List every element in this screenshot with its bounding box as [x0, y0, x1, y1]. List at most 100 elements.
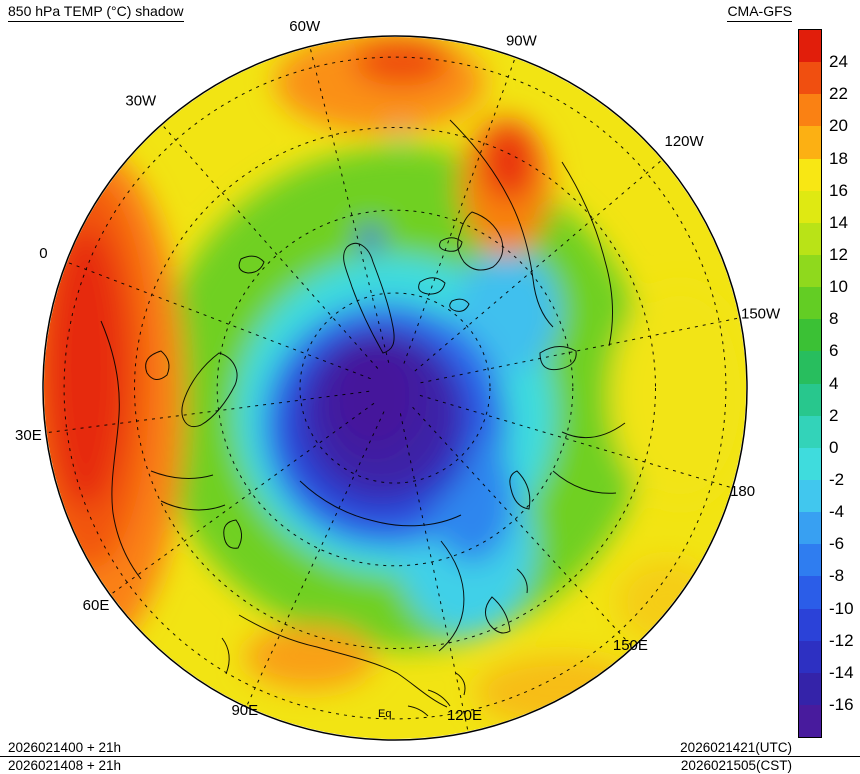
footer-separator	[0, 756, 860, 757]
coast-greenland	[343, 242, 395, 354]
colorbar-segment	[799, 608, 821, 641]
longitude-label: 180	[730, 483, 755, 500]
longitude-label: 60E	[83, 597, 110, 614]
colorbar-segment	[799, 190, 821, 223]
meridian-line	[420, 317, 739, 384]
meridian-line	[403, 58, 516, 364]
equator-label: Eq	[378, 708, 391, 720]
longitude-label: 60W	[289, 18, 321, 35]
colorbar-segment	[799, 30, 821, 63]
coast-archipelago	[418, 237, 470, 312]
longitude-label: 120E	[447, 707, 482, 724]
colorbar-tick-label: 16	[829, 180, 848, 200]
coast-south-asia	[238, 614, 448, 708]
meridian-line	[246, 411, 385, 706]
field-warm-south-3	[617, 560, 717, 644]
colorbar-segment	[799, 479, 821, 513]
colorbar-tick-label: -16	[829, 694, 854, 714]
coast-bering	[552, 422, 626, 494]
colorbar-segment	[799, 415, 821, 448]
colorbar-tick-label: 10	[829, 277, 848, 297]
colorbar-tick-label: -14	[829, 662, 854, 682]
colorbar-tick-label: 22	[829, 84, 848, 104]
longitude-label: 150W	[741, 306, 781, 323]
meridian-line	[309, 48, 390, 363]
meridian-line	[47, 390, 370, 433]
colorbar-tick-label: 20	[829, 116, 848, 136]
coast-britain	[145, 350, 170, 380]
field-warm-ne-red	[483, 124, 535, 200]
colorbar-segment	[799, 672, 821, 705]
colorbar-segment	[799, 544, 821, 577]
colorbar-segment	[799, 62, 821, 95]
footer-init-time-utc: 2026021400 + 21h	[8, 740, 121, 755]
colorbar-tick-label: 12	[829, 245, 848, 264]
coast-caspian	[223, 519, 242, 549]
colorbar-tick-label: 4	[829, 373, 839, 393]
field-cyan-tongue-ne	[456, 250, 560, 374]
coast-iceland	[238, 255, 265, 274]
meridian-line	[399, 413, 469, 731]
meridian-line	[419, 394, 731, 488]
longitude-label: 30W	[125, 93, 157, 110]
meridian-line	[162, 125, 379, 369]
coast-na-east	[449, 119, 554, 328]
colorbar-segment	[799, 158, 821, 191]
colorbar-segment	[799, 319, 821, 352]
colorbar-segment	[799, 640, 821, 673]
colorbar-tick-label: 24	[829, 52, 848, 72]
colorbar-tick-label: 18	[829, 148, 848, 168]
longitude-label: 90W	[506, 33, 538, 50]
colorbar-tick-label: -10	[829, 598, 854, 618]
coast-hudson	[457, 211, 504, 271]
colorbar-tick-label: -4	[829, 502, 845, 521]
footer-row-2: 2026021408 + 21h 2026021505(CST)	[0, 758, 860, 773]
model-label: CMA-GFS	[727, 3, 792, 22]
longitude-label: 30E	[15, 427, 42, 444]
field-warm-west-red	[46, 228, 126, 508]
coast-na-west	[561, 161, 613, 347]
footer-valid-time-cst: 2026021505(CST)	[680, 758, 792, 773]
longitude-label: 150E	[613, 637, 648, 654]
plot-title: 850 hPa TEMP (°C) shadow	[8, 3, 184, 22]
footer-row-1: 2026021400 + 21h 2026021421(UTC)	[0, 740, 860, 755]
field-yellow-intrusion	[610, 285, 746, 505]
coast-alaska	[539, 346, 577, 371]
colorbar-tick-label: 8	[829, 309, 839, 329]
coast-africa-west	[100, 320, 142, 580]
colorbar-segment	[799, 447, 821, 480]
meridian-line	[68, 262, 371, 380]
coast-sea-islands	[407, 672, 466, 717]
colorbar-segment	[799, 351, 821, 384]
field-warm-south-2	[475, 656, 645, 728]
coast-japan	[485, 568, 528, 634]
longitude-labels: 0 30W 60W 90W 120W 150W 180 150E 120E 90E 60E 30E	[15, 18, 781, 724]
colorbar-tick-label: 6	[829, 341, 839, 361]
coast-mediterranean	[150, 470, 226, 511]
latitude-ring	[134, 127, 656, 649]
field-coldest-core	[329, 340, 419, 452]
colorbar-segment	[799, 512, 821, 545]
colorbar-segment	[799, 383, 821, 416]
footer-valid-time-utc: 2026021421(UTC)	[680, 740, 792, 755]
colorbar: 24 22 20 18 16 14 12 10 8 6 4 2 0 -2 -4 -6 -8 -10 -12 -14 -1…	[798, 29, 860, 738]
field-warm-south-1	[245, 625, 375, 689]
coastlines	[100, 119, 626, 717]
colorbar-tick-label: 2	[829, 405, 839, 425]
meridian-line	[414, 160, 662, 372]
field-cold-spot-1	[357, 225, 383, 251]
colorbar-tick-label: -2	[829, 469, 845, 489]
colorbar-bar	[798, 29, 822, 738]
colorbar-segment	[799, 222, 821, 255]
longitude-label: 120W	[665, 133, 705, 150]
colorbar-tick-label: -8	[829, 566, 845, 586]
colorbar-segment	[799, 126, 821, 159]
colorbar-segment	[799, 576, 821, 609]
longitude-label: 90E	[231, 702, 258, 719]
graticule	[47, 48, 739, 731]
colorbar-segment	[799, 704, 821, 738]
temperature-shading	[44, 37, 746, 739]
colorbar-segment	[799, 254, 821, 288]
latitude-ring	[63, 56, 727, 720]
latitude-ring	[299, 292, 491, 484]
